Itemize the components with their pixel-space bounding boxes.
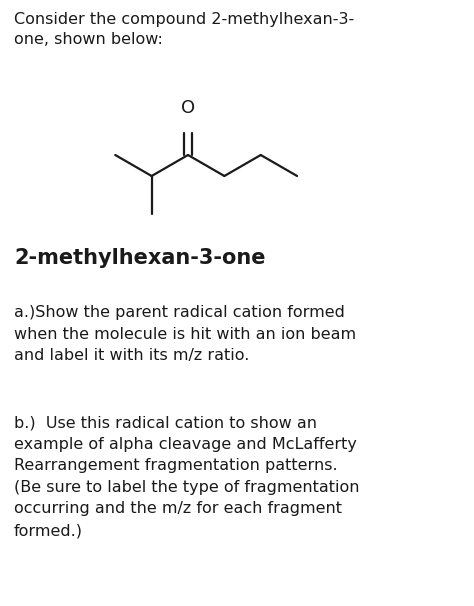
Text: Consider the compound 2-methylhexan-3-
one, shown below:: Consider the compound 2-methylhexan-3- o…: [14, 12, 354, 47]
Text: O: O: [181, 99, 195, 118]
Text: a.)Show the parent radical cation formed
when the molecule is hit with an ion be: a.)Show the parent radical cation formed…: [14, 305, 356, 363]
Text: b.)  Use this radical cation to show an
example of alpha cleavage and McLafferty: b.) Use this radical cation to show an e…: [14, 415, 359, 538]
Text: 2-methylhexan-3-one: 2-methylhexan-3-one: [14, 248, 265, 268]
